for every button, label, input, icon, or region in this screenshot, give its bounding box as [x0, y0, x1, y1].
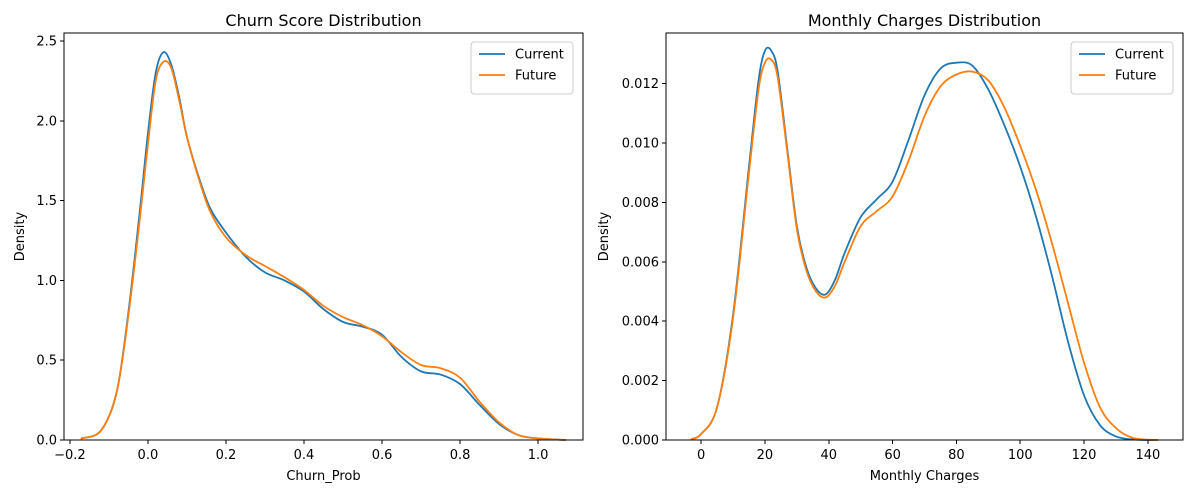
y-axis-label: Density	[597, 211, 612, 261]
x-tick-label: 0.8	[450, 448, 471, 463]
x-tick-label: 120	[1072, 448, 1097, 463]
monthly-charges-chart: 0 20 40 60 80 100 120 140 0.000 0.002 0.004 0.006 0.…	[597, 11, 1184, 484]
series-group	[80, 51, 567, 441]
x-tick-label: 1.0	[528, 448, 549, 463]
x-tick-label: 0.0	[138, 448, 159, 463]
x-tick-label: 60	[884, 448, 901, 463]
series-line-future	[690, 57, 1159, 441]
legend-box	[1070, 41, 1174, 95]
legend-box	[470, 41, 574, 95]
y-tick-label: 2.5	[36, 34, 57, 49]
chart-title: Monthly Charges Distribution	[808, 11, 1041, 30]
series-line-future	[80, 60, 567, 441]
chart-title: Churn Score Distribution	[225, 11, 421, 30]
x-tick-label: 20	[757, 448, 774, 463]
y-tick-label: 0.010	[622, 136, 659, 151]
x-axis-label: Monthly Charges	[870, 469, 980, 484]
churn-score-chart: −0.2 0.0 0.2 0.4 0.6 0.8 1.00.00.51.01.52.02.5…	[13, 11, 584, 484]
plot-frame	[665, 32, 1184, 441]
y-tick-label: 0.5	[36, 354, 57, 369]
x-tick-label: 40	[820, 448, 837, 463]
x-tick-label: 100	[1008, 448, 1033, 463]
y-tick-label: 1.5	[36, 194, 57, 209]
y-tick-label: 1.0	[36, 274, 57, 289]
legend-label-future: Future	[515, 69, 556, 84]
x-tick-label: 140	[1135, 448, 1160, 463]
y-axis-label: Density	[13, 211, 28, 261]
y-tick-label: 0.004	[622, 315, 659, 330]
y-tick-label: 2.0	[36, 114, 57, 129]
plot-frame	[63, 32, 584, 441]
x-tick-label: 0.4	[294, 448, 315, 463]
x-tick-label: 0.6	[372, 448, 393, 463]
series-group	[690, 46, 1159, 441]
series-line-current	[80, 51, 567, 441]
y-tick-label: 0.008	[622, 196, 659, 211]
y-tick-label: 0.000	[622, 434, 659, 449]
legend-label-current: Current	[1115, 48, 1164, 63]
x-tick-label: 0	[697, 448, 705, 463]
x-tick-label: 80	[948, 448, 965, 463]
x-axis-label: Churn_Prob	[286, 469, 360, 484]
legend-label-future: Future	[1115, 69, 1156, 84]
y-tick-label: 0.0	[36, 434, 57, 449]
x-tick-label: −0.2	[54, 448, 86, 463]
legend: Current Future	[1070, 41, 1174, 95]
y-tick-label: 0.002	[622, 374, 659, 389]
legend: Current Future	[470, 41, 574, 95]
x-tick-label: 0.2	[216, 448, 237, 463]
y-tick-label: 0.012	[622, 77, 659, 92]
y-tick-label: 0.006	[622, 255, 659, 270]
legend-label-current: Current	[515, 48, 564, 63]
series-line-current	[690, 46, 1159, 441]
